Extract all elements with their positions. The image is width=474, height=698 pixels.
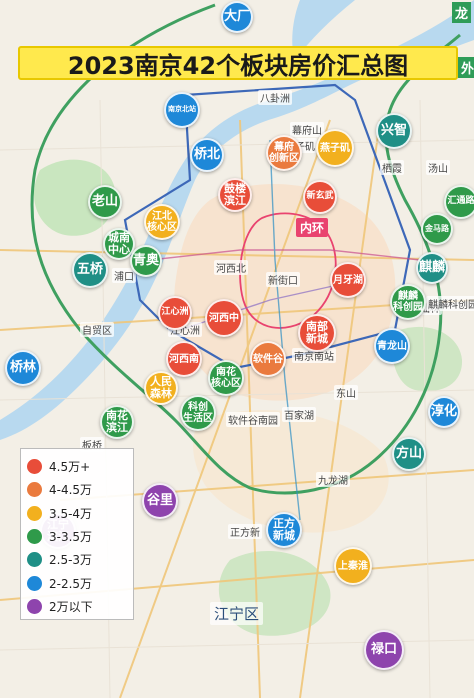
board-circle: 月牙湖	[330, 262, 366, 298]
board-circle: 河西南	[166, 341, 202, 377]
board-circle: 河西中	[205, 299, 243, 337]
board-circle: 南花 滨江	[100, 405, 134, 439]
edge-label-right: 外	[458, 57, 474, 78]
legend-item: 4.5万+	[27, 455, 127, 478]
legend-swatch	[27, 552, 42, 568]
place-label: 软件谷南园	[226, 412, 280, 427]
legend-label: 2.5-3万	[49, 553, 93, 568]
board-circle: 汇通路	[444, 185, 474, 219]
legend-label: 3-3.5万	[49, 530, 93, 545]
board-circle: 南花 核心区	[208, 360, 244, 396]
legend-swatch	[27, 482, 42, 498]
legend-swatch	[27, 575, 42, 591]
legend-label: 4.5万+	[49, 460, 91, 475]
legend-item: 2万以下	[27, 595, 127, 618]
board-circle: 谷里	[142, 483, 178, 519]
board-circle: 鼓楼 滨江	[218, 178, 252, 212]
board-circle: 城南 中心	[103, 228, 135, 260]
price-legend: 4.5万+ 4-4.5万 3.5-4万 3-3.5万 2.5-3万 2-2.5万…	[20, 448, 134, 620]
board-circle: 软件谷	[250, 341, 286, 377]
legend-item: 4-4.5万	[27, 478, 127, 501]
urban-core	[174, 183, 396, 401]
board-circle: 青奥	[130, 245, 162, 277]
board-circle: 人民 森林	[144, 371, 178, 405]
board-circle: 桥北	[190, 138, 224, 172]
board-circle: 燕子矶	[316, 129, 354, 167]
legend-label: 4-4.5万	[49, 483, 93, 498]
place-label: 栖霞	[380, 160, 404, 175]
edge-label-top-right: 龙	[452, 2, 472, 23]
board-circle: 南部 新城	[298, 314, 336, 352]
inner-ring-label: 内环	[296, 218, 329, 237]
legend-swatch	[27, 459, 42, 475]
map-title: 2023南京42个板块房价汇总图	[18, 46, 458, 80]
board-circle: 桥林	[5, 350, 41, 386]
place-label: 幕府山	[290, 122, 324, 137]
board-circle: 幕府 创新区	[266, 135, 302, 171]
board-circle: 南京北站	[164, 92, 200, 128]
board-circle: 上秦淮	[334, 547, 372, 585]
place-label: 东山	[334, 385, 358, 400]
board-circle: 青龙山	[374, 328, 410, 364]
south-urban	[193, 410, 389, 533]
legend-label: 2-2.5万	[49, 576, 93, 591]
place-label: 河西北	[214, 260, 248, 275]
place-label: 汤山	[426, 160, 450, 175]
board-circle: 科创 生活区	[180, 395, 216, 431]
board-circle: 禄口	[364, 630, 404, 670]
board-circle: 江心洲	[158, 296, 192, 330]
legend-item: 2.5-3万	[27, 548, 127, 571]
place-label: 新街口	[266, 272, 300, 287]
board-circle: 老山	[88, 185, 122, 219]
board-circle: 淳化	[428, 396, 460, 428]
place-label: 正方新	[228, 524, 262, 539]
legend-swatch	[27, 529, 42, 545]
legend-label: 2万以下	[49, 599, 93, 614]
river-top	[292, 0, 355, 60]
green-laoshan	[34, 159, 116, 236]
district-label-jiangning: 江宁区	[210, 602, 264, 625]
place-label: 浦口	[112, 268, 136, 283]
legend-label: 3.5-4万	[49, 506, 93, 521]
board-circle: 麒麟 科创园	[390, 284, 426, 320]
legend-swatch	[27, 598, 42, 614]
place-label: 南京南站	[292, 348, 336, 363]
place-label: 九龙湖	[316, 472, 350, 487]
place-label: 麒麟科创园	[426, 296, 474, 311]
board-circle: 五桥	[72, 252, 108, 288]
place-label: 八卦洲	[258, 90, 292, 105]
board-circle: 方山	[392, 437, 426, 471]
board-circle: 兴智	[376, 113, 412, 149]
board-circle: 江北 核心区	[144, 204, 180, 240]
legend-item: 2-2.5万	[27, 571, 127, 594]
yangtze-river	[0, 0, 474, 440]
outer-ring	[30, 3, 461, 495]
legend-item: 3.5-4万	[27, 502, 127, 525]
green-east	[392, 326, 463, 392]
legend-swatch	[27, 505, 42, 521]
board-circle: 新玄武	[303, 180, 337, 214]
legend-item: 3-3.5万	[27, 525, 127, 548]
place-label: 自贸区	[80, 322, 114, 337]
board-circle: 金马路	[421, 213, 453, 245]
place-label: 百家湖	[282, 407, 316, 422]
board-circle: 大厂	[221, 1, 253, 33]
board-circle: 正方 新城	[266, 512, 302, 548]
board-circle: 麒麟	[416, 252, 448, 284]
